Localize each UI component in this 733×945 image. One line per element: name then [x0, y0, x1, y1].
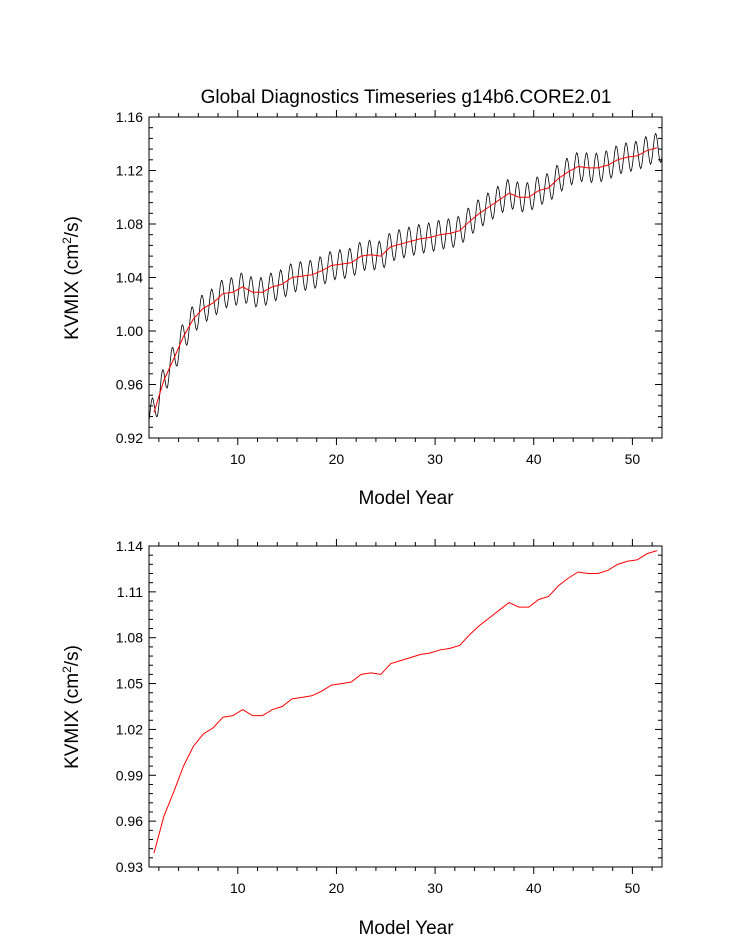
y-tick-label: 1.02: [116, 721, 143, 737]
bottom-axis-ticks: [149, 539, 662, 874]
bottom-x-axis-title: Model Year: [358, 918, 454, 939]
bottom-annual-mean-series: [153, 550, 658, 854]
top-y-axis-title: KVMIX (cm2/s): [60, 216, 83, 340]
top-plot-frame: [148, 116, 663, 439]
x-tick-label: 50: [625, 880, 641, 896]
bottom-y-axis-title-sup: 2: [60, 666, 74, 673]
annual-mean-line: [153, 550, 658, 854]
x-tick-label: 20: [329, 451, 345, 467]
bottom-y-axis-title-main: KVMIX (cm: [62, 673, 83, 769]
y-tick-label: 1.05: [116, 676, 143, 692]
top-y-axis-title-main: KVMIX (cm: [62, 244, 83, 340]
top-y-tick-labels: 0.92 0.96 1.00 1.04 1.08 1.12 1.16: [116, 109, 143, 446]
y-tick-label: 1.11: [117, 584, 143, 600]
y-tick-label: 0.96: [116, 377, 143, 393]
y-tick-label: 0.92: [116, 430, 143, 446]
x-tick-label: 30: [427, 880, 443, 896]
chart-title: Global Diagnostics Timeseries g14b6.CORE…: [201, 87, 612, 108]
bottom-y-axis-title: KVMIX (cm2/s): [60, 645, 83, 769]
top-y-axis-title-sup: 2: [60, 237, 74, 244]
y-tick-label: 1.00: [116, 323, 143, 339]
top-y-axis-title-end: /s): [62, 216, 83, 237]
panel-top: Global Diagnostics Timeseries g14b6.CORE…: [60, 87, 663, 509]
x-tick-label: 10: [230, 451, 246, 467]
x-tick-label: 20: [329, 880, 345, 896]
x-tick-label: 40: [526, 451, 542, 467]
y-tick-label: 0.96: [116, 813, 143, 829]
monthly-line: [148, 132, 663, 422]
y-tick-label: 1.08: [116, 216, 143, 232]
bottom-y-axis-title-end: /s): [62, 645, 83, 666]
top-monthly-series: [148, 132, 663, 422]
x-tick-label: 30: [427, 451, 443, 467]
y-tick-label: 0.99: [116, 767, 143, 783]
y-tick-label: 1.14: [116, 538, 143, 554]
top-x-tick-labels: 10 20 30 40 50: [230, 451, 640, 467]
panel-bottom: 0.93 0.96 0.99 1.02 1.05 1.08 1.11 1.14 10 20 30 4…: [60, 538, 663, 939]
y-tick-label: 0.93: [116, 859, 143, 875]
x-tick-label: 10: [230, 880, 246, 896]
x-tick-label: 40: [526, 880, 542, 896]
bottom-y-tick-labels: 0.93 0.96 0.99 1.02 1.05 1.08 1.11 1.14: [116, 538, 143, 875]
y-tick-label: 1.12: [116, 163, 143, 179]
y-tick-label: 1.16: [116, 109, 143, 125]
y-tick-label: 1.04: [116, 270, 143, 286]
bottom-x-tick-labels: 10 20 30 40 50: [230, 880, 640, 896]
annual-mean-line: [153, 147, 658, 413]
top-x-axis-title: Model Year: [358, 488, 454, 509]
x-tick-label: 50: [625, 451, 641, 467]
bottom-plot-frame: [148, 545, 663, 868]
y-tick-label: 1.08: [116, 630, 143, 646]
top-annual-mean-series: [153, 147, 658, 413]
